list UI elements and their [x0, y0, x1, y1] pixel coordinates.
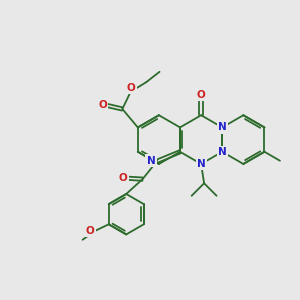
Text: N: N — [218, 147, 226, 157]
Text: O: O — [118, 173, 127, 183]
Text: O: O — [85, 226, 94, 236]
Text: O: O — [127, 82, 135, 93]
Text: O: O — [98, 100, 107, 110]
Text: N: N — [218, 122, 226, 132]
Text: O: O — [197, 90, 206, 100]
Text: N: N — [146, 156, 155, 166]
Text: N: N — [197, 159, 206, 169]
